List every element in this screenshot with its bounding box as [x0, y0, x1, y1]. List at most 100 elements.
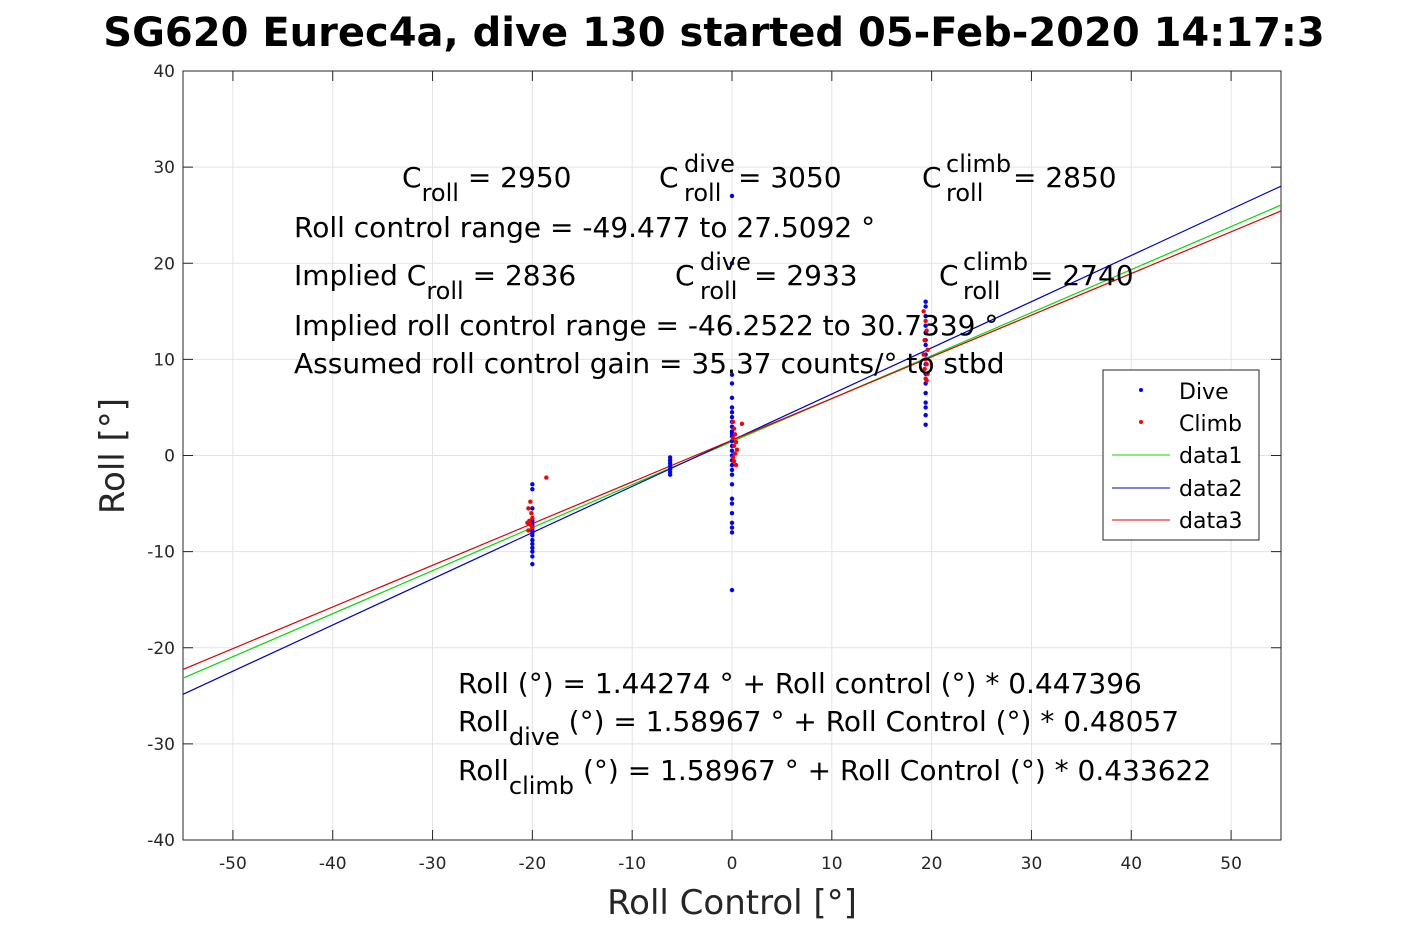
annotation-implied-c-roll-climb: C	[939, 259, 959, 292]
annotation-implied-c-roll-climb-sub: roll	[963, 277, 1000, 305]
point-climb	[921, 309, 926, 314]
point-dive	[729, 587, 735, 593]
point-climb	[730, 435, 736, 441]
point-dive	[530, 561, 535, 567]
x-tick-label: 20	[921, 854, 943, 874]
x-tick-label: -20	[518, 854, 546, 874]
ticks: -50 -40 -30 -20 -10 0 10 20 30 40 50 -40 -30 -20 -10 0 1…	[147, 62, 1281, 874]
point-dive	[923, 342, 928, 348]
legend-marker-dive	[1139, 388, 1143, 392]
point-climb	[526, 506, 531, 511]
point-dive	[729, 467, 735, 473]
y-tick-label: -40	[147, 831, 175, 851]
x-tick-label: -50	[219, 854, 247, 874]
legend: Dive Climb data1 data2 data3	[1102, 369, 1260, 541]
point-dive	[729, 261, 735, 266]
point-dive	[923, 323, 928, 328]
legend-label-dive: Dive	[1179, 380, 1229, 405]
point-climb	[730, 455, 736, 460]
data-points	[525, 193, 930, 593]
point-dive	[729, 520, 735, 525]
annotation-implied-c-roll-dive-sup: dive	[700, 248, 751, 276]
point-climb	[924, 328, 929, 333]
point-dive	[729, 501, 735, 506]
point-dive	[923, 313, 928, 319]
annotation-implied-c-roll-climb-value: = 2740	[1030, 259, 1134, 292]
annotation-c-roll-climb-value: = 2850	[1013, 161, 1117, 194]
annotation-c-roll-climb-sup: climb	[946, 150, 1011, 178]
x-tick-label: 40	[1120, 854, 1142, 874]
annotation-fit-dive: Rolldive (°) = 1.58967 ° + Roll Control …	[458, 705, 1179, 751]
legend-marker-climb	[1139, 420, 1143, 424]
annotation-implied-range: Implied roll control range = -46.2522 to…	[294, 309, 998, 342]
legend-label-data1: data1	[1179, 444, 1243, 469]
point-dive	[729, 395, 735, 401]
point-dive	[530, 486, 535, 492]
point-dive	[729, 381, 735, 386]
x-tick-label: -40	[319, 854, 347, 874]
point-dive	[530, 549, 535, 554]
point-climb	[530, 525, 535, 530]
y-tick-label: -20	[147, 639, 175, 659]
annotation-c-roll-dive: C	[659, 161, 679, 194]
annotation-c-roll: Croll = 2950	[402, 161, 571, 207]
y-tick-label: -30	[147, 735, 175, 755]
x-tick-label: 0	[727, 854, 738, 874]
point-dive	[729, 414, 735, 420]
x-tick-label: 10	[821, 854, 843, 874]
y-tick-label: -10	[147, 543, 175, 563]
point-dive	[530, 506, 535, 511]
point-climb	[922, 366, 927, 372]
point-climb	[733, 462, 739, 468]
point-climb	[921, 352, 926, 357]
x-axis-label: Roll Control [°]	[607, 883, 857, 923]
point-climb	[731, 426, 737, 431]
x-tick-label: -30	[419, 854, 447, 874]
point-dive	[530, 545, 535, 550]
point-dive	[729, 405, 735, 410]
point-climb	[731, 443, 737, 449]
annotation-c-roll-dive-value: = 3050	[738, 161, 842, 194]
point-dive	[729, 525, 735, 530]
point-climb	[730, 419, 736, 425]
annotation-implied-c-roll: Implied Croll = 2836	[294, 259, 576, 305]
point-dive	[530, 537, 535, 543]
point-climb	[530, 515, 535, 521]
point-climb	[544, 475, 549, 480]
point-climb	[732, 451, 738, 456]
point-dive	[923, 412, 928, 418]
point-climb	[529, 510, 534, 516]
point-climb	[925, 371, 930, 376]
x-tick-label: -10	[618, 854, 646, 874]
point-climb	[924, 378, 929, 383]
annotation-implied-c-roll-dive-value: = 2933	[754, 259, 858, 292]
point-dive	[729, 448, 735, 453]
y-tick-label: 30	[153, 158, 175, 178]
legend-label-climb: Climb	[1179, 412, 1242, 437]
chart-title: SG620 Eurec4a, dive 130 started 05-Feb-2…	[103, 10, 1324, 56]
annotation-c-roll-climb-sub: roll	[946, 179, 983, 207]
point-dive	[530, 533, 535, 538]
point-climb	[924, 361, 929, 367]
annotation-roll-control-range: Roll control range = -49.477 to 27.5092 …	[294, 211, 875, 244]
point-climb	[732, 432, 738, 437]
legend-label-data2: data2	[1179, 477, 1243, 502]
annotation-gain: Assumed roll control gain = 35.37 counts…	[294, 347, 1005, 380]
y-axis-label: Roll [°]	[93, 398, 133, 514]
point-dive	[923, 405, 928, 410]
point-dive	[729, 372, 735, 377]
legend-label-data3: data3	[1179, 509, 1243, 534]
point-climb	[739, 421, 745, 426]
point-dive	[530, 482, 535, 487]
point-dive	[729, 530, 735, 535]
point-climb	[923, 357, 928, 362]
y-tick-label: 10	[153, 350, 175, 370]
point-dive	[530, 541, 535, 547]
annotation-fit-climb: Rollclimb (°) = 1.58967 ° + Roll Control…	[458, 754, 1211, 800]
point-dive	[729, 410, 735, 415]
point-dive	[667, 472, 673, 477]
x-tick-label: 50	[1220, 854, 1242, 874]
annotation-implied-c-roll-dive: C	[675, 259, 695, 292]
point-dive	[729, 496, 735, 501]
